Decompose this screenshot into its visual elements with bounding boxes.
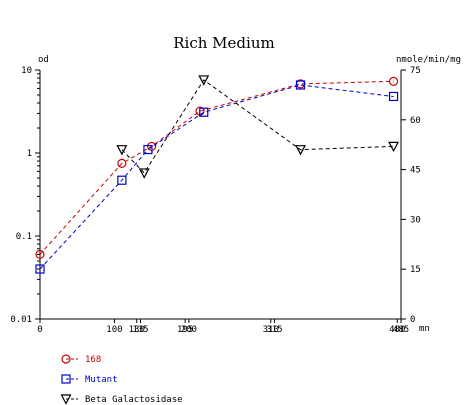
right-tick-label: 60 xyxy=(410,116,421,126)
chart-title: Rich Medium xyxy=(173,34,274,52)
series-layer xyxy=(35,75,400,274)
x-tick-label: 100 xyxy=(106,325,122,335)
series-2-point xyxy=(138,168,150,179)
left-tick-label: 0.01 xyxy=(10,315,32,325)
series-1-point xyxy=(143,144,153,155)
series-line-1 xyxy=(39,84,394,270)
right-tick-label: 15 xyxy=(410,265,421,275)
series-1-point xyxy=(35,264,45,274)
series-line-2 xyxy=(121,79,394,174)
x-tick-label: 480 xyxy=(389,325,405,335)
series-2-point xyxy=(198,75,210,86)
left-axis-label: od xyxy=(38,55,49,65)
left-tick-label: 10 xyxy=(21,66,32,76)
legend-marker xyxy=(61,374,71,384)
series-line-0 xyxy=(39,80,394,255)
x-tick-label: 485 xyxy=(393,325,409,335)
legend-marker xyxy=(60,394,72,405)
x-tick-label: 195 xyxy=(177,325,193,335)
left-tick-label: 1 xyxy=(27,149,32,159)
left-tick-label: 0.1 xyxy=(16,232,32,242)
right-axis-ticks: 0 15 30 45 60 75 xyxy=(401,66,421,325)
series-1-point xyxy=(199,107,209,117)
series-0-point xyxy=(388,76,399,86)
left-axis-ticks: 0.01 0.1 1 10 xyxy=(10,66,40,325)
legend-label: Beta Galactosidase xyxy=(85,395,183,405)
series-1-point xyxy=(117,175,127,185)
legend: 168 Mutant Beta Galactosidase xyxy=(60,354,183,405)
legend-label: 168 xyxy=(85,355,101,365)
series-1-point xyxy=(295,80,306,90)
series-1-point xyxy=(388,91,399,102)
series-2-point xyxy=(388,141,400,153)
series-2-point xyxy=(116,145,128,156)
right-tick-label: 45 xyxy=(410,166,421,176)
right-tick-label: 75 xyxy=(410,66,421,76)
x-tick-label: 315 xyxy=(266,325,282,335)
x-axis-label: mn xyxy=(419,324,430,334)
series-0-point xyxy=(35,249,45,260)
x-tick-label: 130 xyxy=(129,325,145,335)
series-2-point xyxy=(295,145,307,156)
x-tick-label: 200 xyxy=(181,325,197,335)
x-tick-label: 0 xyxy=(37,325,42,335)
legend-marker xyxy=(61,354,71,364)
x-tick-label: 310 xyxy=(263,325,279,335)
right-tick-label: 0 xyxy=(410,315,415,325)
right-tick-label: 30 xyxy=(410,215,421,225)
right-axis-label: nmole/min/mg xyxy=(396,55,461,65)
x-tick-label: 135 xyxy=(132,325,148,335)
legend-label: Mutant xyxy=(85,375,118,385)
series-0-point xyxy=(117,158,127,168)
